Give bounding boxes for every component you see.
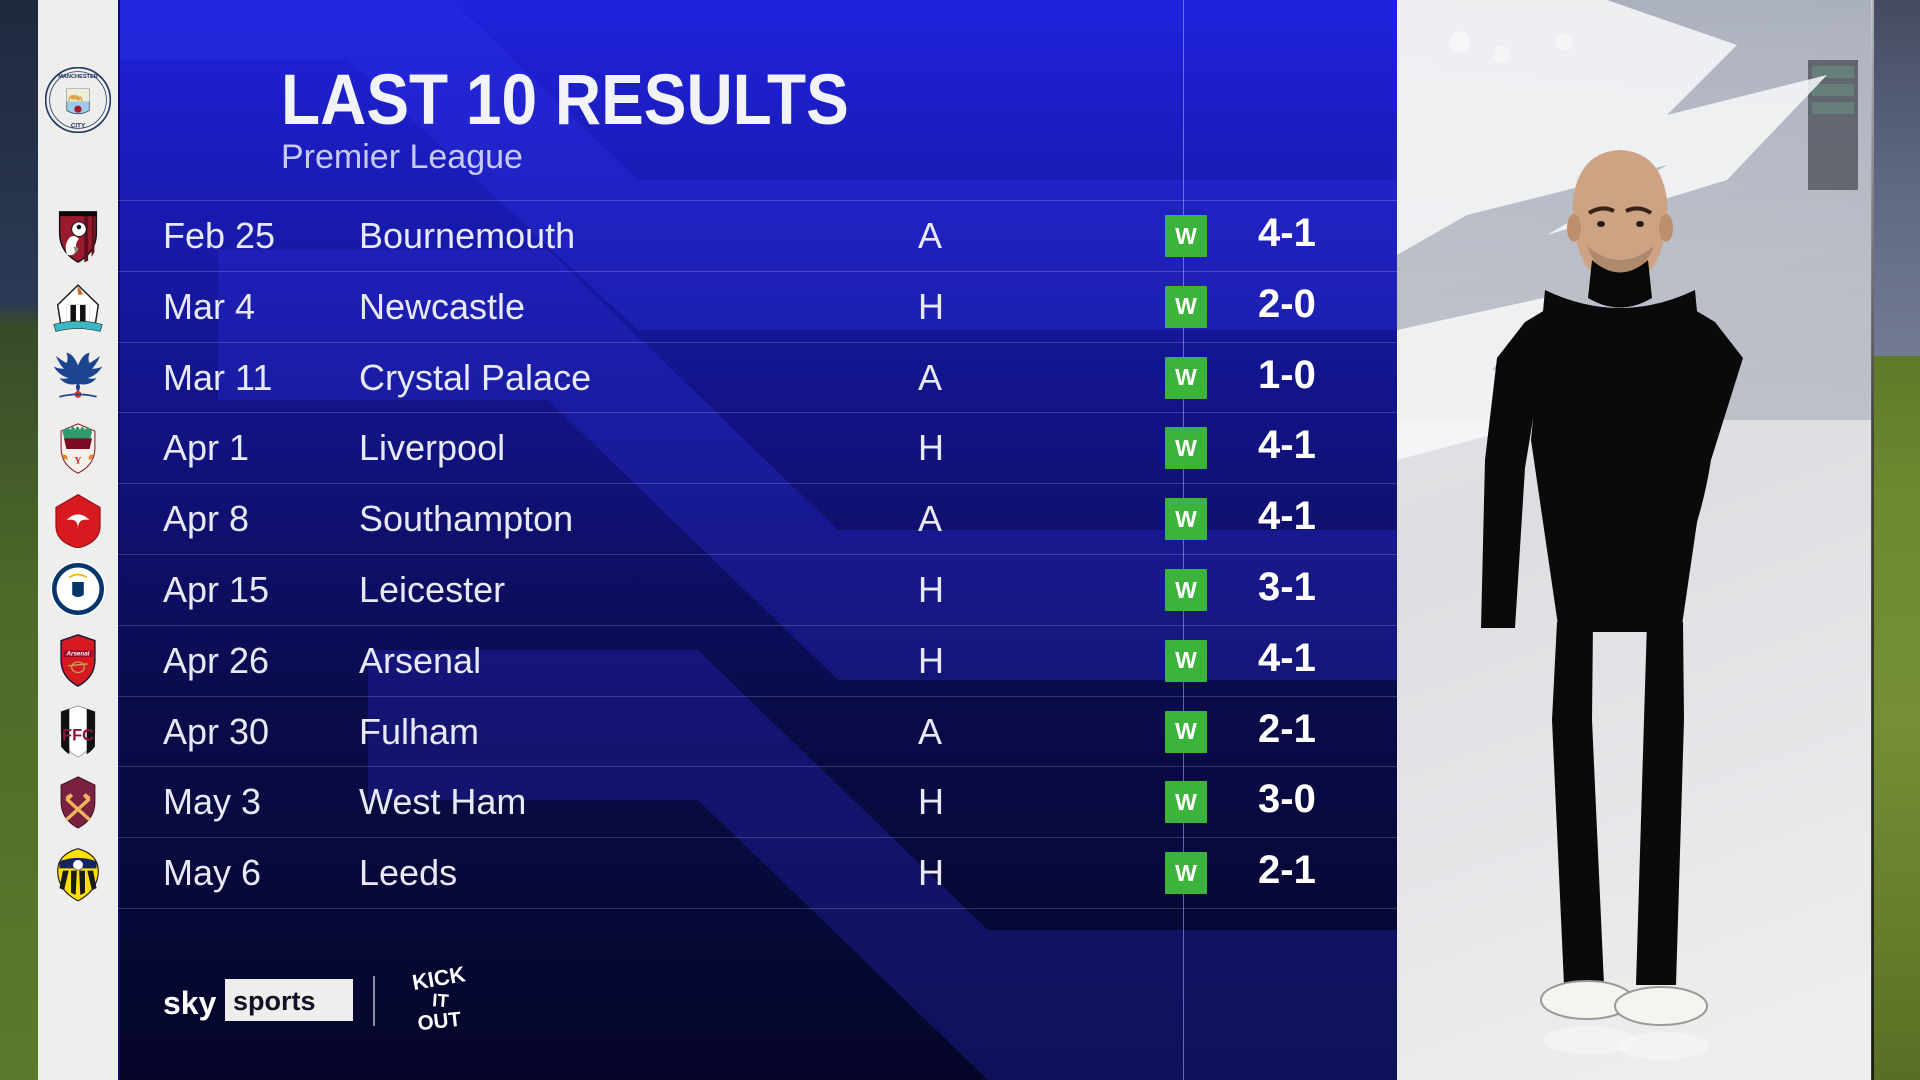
svg-text:sky: sky bbox=[163, 985, 217, 1021]
svg-text:IT: IT bbox=[432, 989, 450, 1011]
svg-text:sports: sports bbox=[233, 986, 316, 1016]
svg-text:Arsenal: Arsenal bbox=[66, 651, 90, 658]
svg-text:FFC: FFC bbox=[62, 727, 94, 745]
svg-text:CITY: CITY bbox=[71, 123, 86, 130]
svg-text:OUT: OUT bbox=[416, 1008, 462, 1035]
svg-text:MANCHESTER: MANCHESTER bbox=[58, 74, 98, 80]
svg-text:Y: Y bbox=[75, 455, 82, 466]
